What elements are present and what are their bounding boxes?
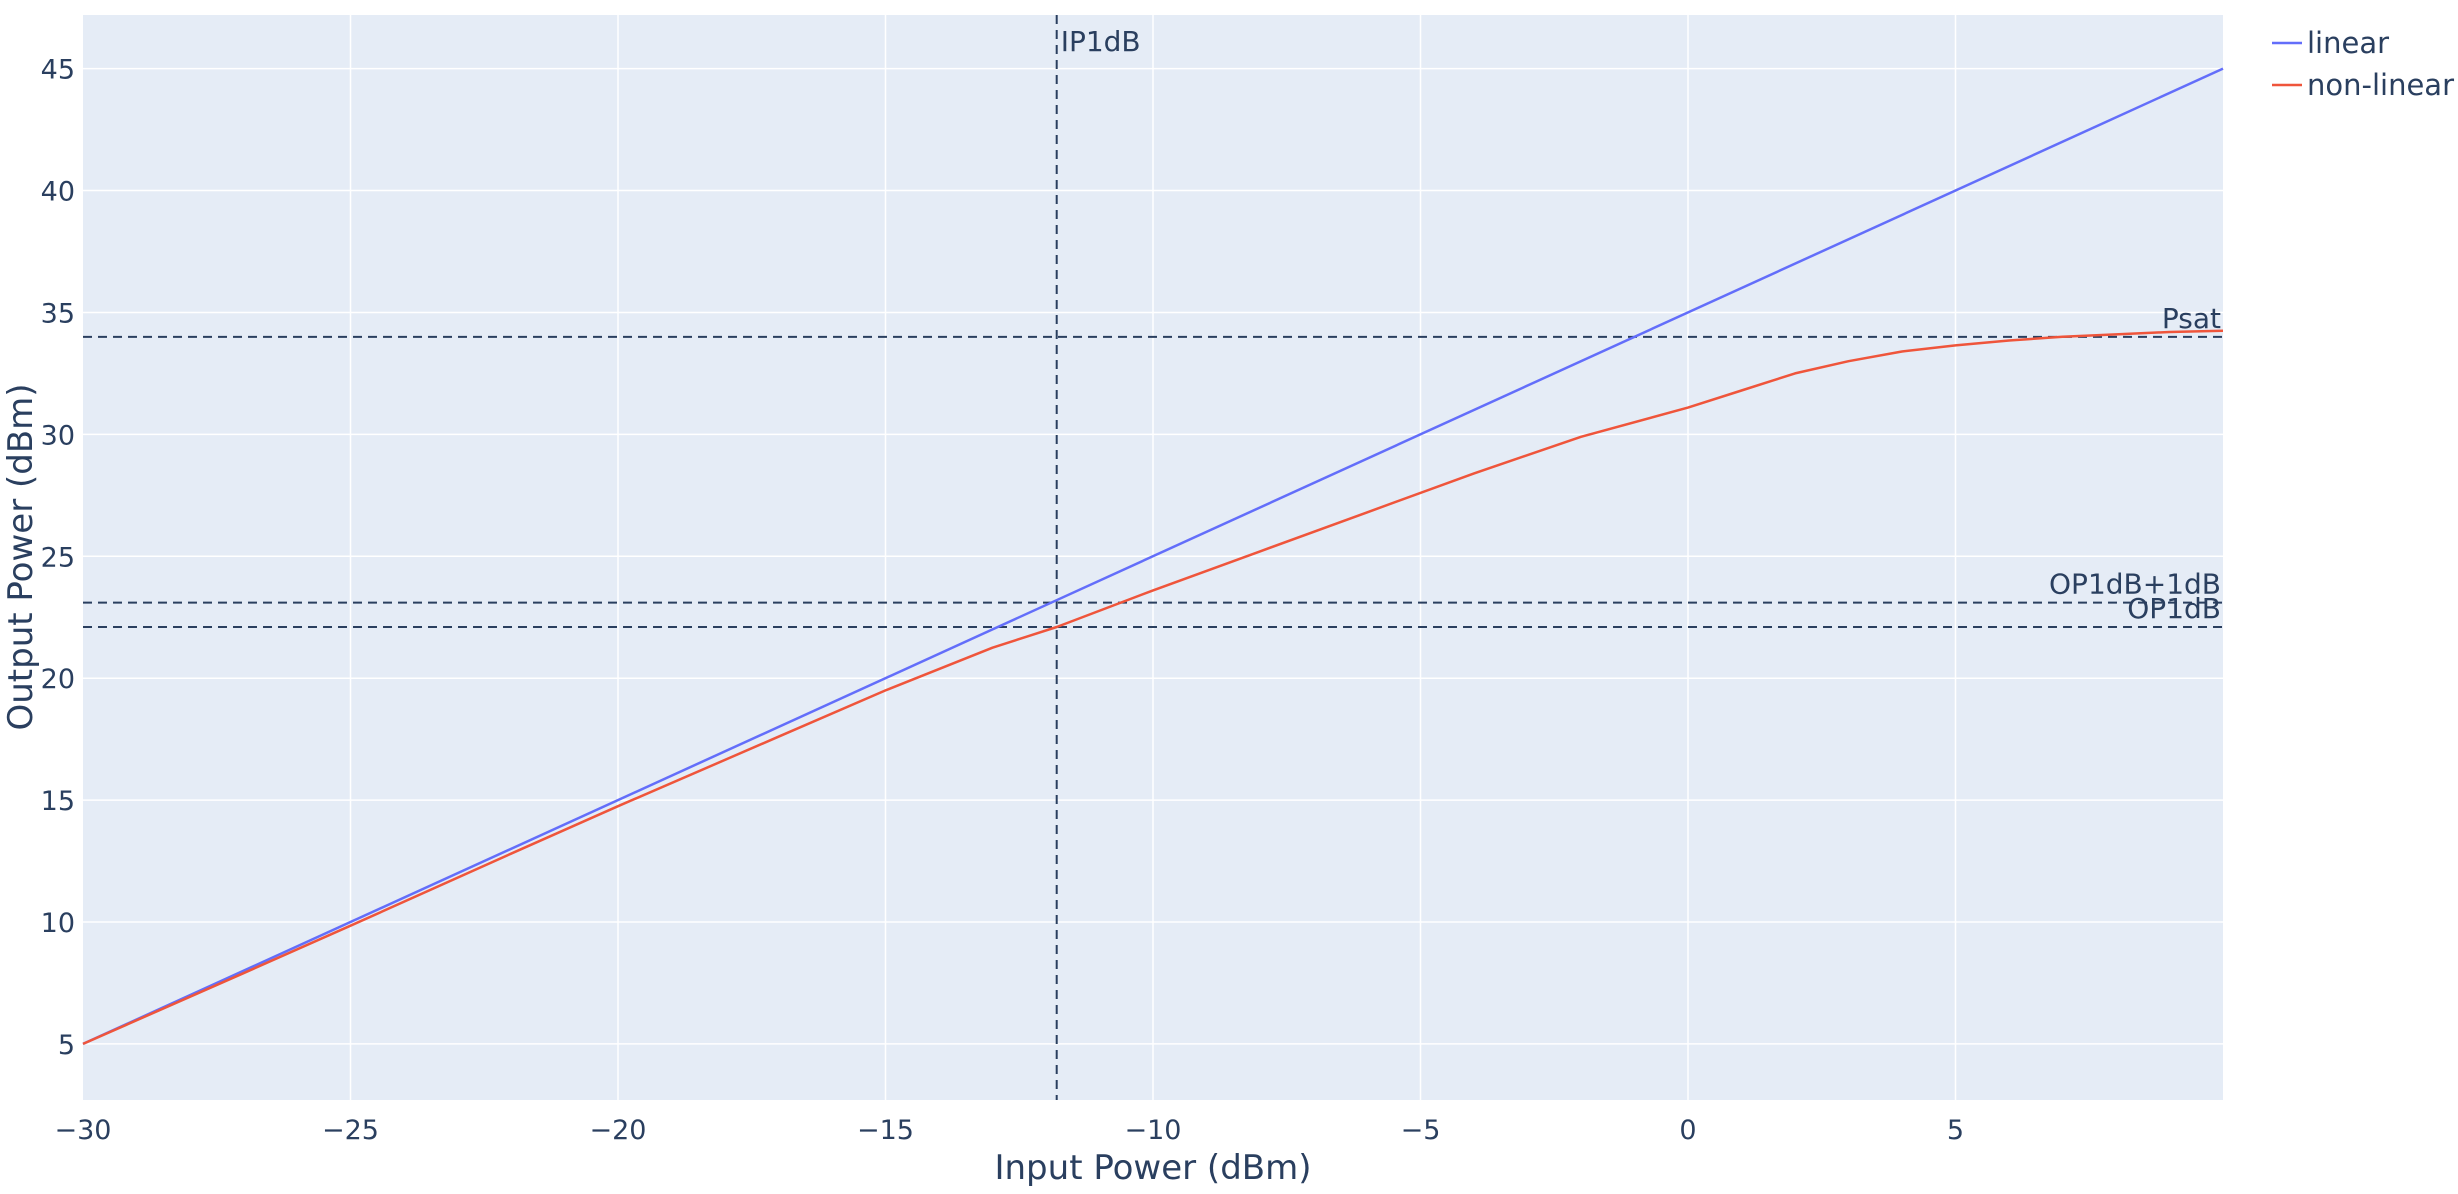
- legend-label-non-linear: non-linear: [2307, 68, 2454, 102]
- y-tick-label: 10: [41, 908, 75, 939]
- grid: [83, 15, 2223, 1100]
- reference-label-op1db: OP1dB: [2127, 592, 2221, 625]
- y-axis-ticks: 5 10 15 20 25 30 35 40 45: [41, 55, 75, 1061]
- y-tick-label: 20: [41, 664, 75, 695]
- reference-label-ip1db: IP1dB: [1061, 25, 1141, 58]
- y-axis-title: Output Power (dBm): [1, 383, 41, 730]
- y-tick-label: 35: [41, 298, 75, 329]
- x-tick-label: −5: [1401, 1115, 1441, 1146]
- x-tick-label: −20: [590, 1115, 647, 1146]
- series-line-non-linear: [82, 329, 2224, 1046]
- y-tick-label: 15: [41, 786, 75, 817]
- y-tick-label: 30: [41, 420, 75, 451]
- x-tick-label: −15: [857, 1115, 914, 1146]
- x-tick-label: −25: [322, 1115, 379, 1146]
- x-tick-label: 0: [1679, 1115, 1696, 1146]
- x-tick-label: 5: [1947, 1115, 1964, 1146]
- x-tick-label: −10: [1125, 1115, 1182, 1146]
- reference-label-op1db-1db: OP1dB+1dB: [2049, 568, 2221, 601]
- y-tick-label: 40: [41, 177, 75, 208]
- x-axis-title: Input Power (dBm): [994, 1148, 1311, 1188]
- legend: linear non-linear: [2272, 26, 2454, 102]
- x-axis-ticks: −30 −25 −20 −15 −10 −5 0 5: [55, 1115, 1965, 1146]
- series-line-linear: [82, 67, 2224, 1046]
- y-tick-label: 45: [41, 55, 75, 86]
- series-layer: [82, 67, 2224, 1046]
- x-tick-label: −30: [55, 1115, 112, 1146]
- y-tick-label: 5: [58, 1030, 75, 1061]
- y-tick-label: 25: [41, 542, 75, 573]
- reference-label-psat: Psat: [2162, 302, 2221, 335]
- legend-label-linear: linear: [2307, 26, 2389, 60]
